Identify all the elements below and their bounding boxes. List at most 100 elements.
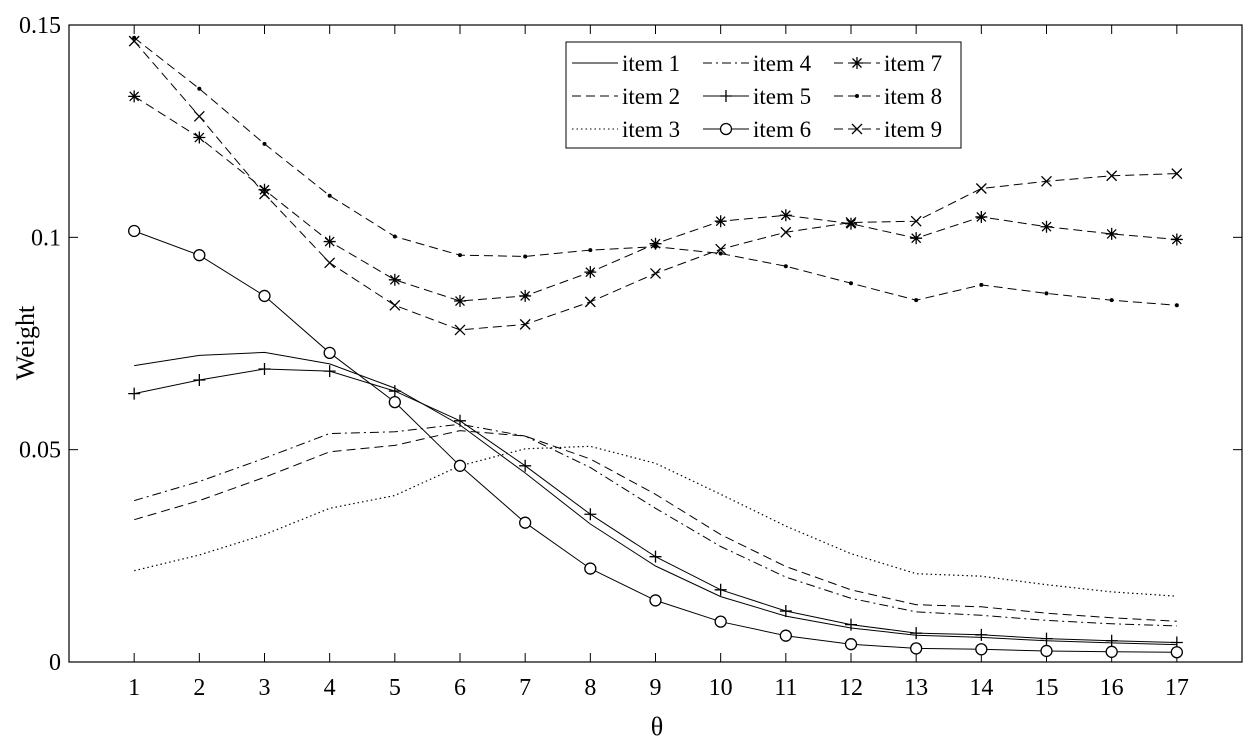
legend-label: item 6 bbox=[753, 117, 811, 142]
x-tick-label: 2 bbox=[193, 675, 205, 701]
marker-star bbox=[323, 235, 336, 248]
marker-star bbox=[779, 209, 792, 222]
x-tick-label: 5 bbox=[389, 675, 401, 701]
x-tick-label: 9 bbox=[650, 675, 662, 701]
series-9 bbox=[128, 35, 1183, 336]
marker-circle bbox=[910, 642, 923, 655]
y-tick-label: 0.05 bbox=[19, 438, 61, 464]
series-line bbox=[134, 445, 1177, 597]
legend-label: item 3 bbox=[622, 117, 680, 142]
marker-cross bbox=[389, 299, 401, 311]
marker-cross bbox=[910, 215, 922, 227]
x-tick-label: 1 bbox=[128, 675, 140, 701]
marker-circle bbox=[1040, 644, 1053, 658]
marker-star bbox=[193, 131, 206, 144]
marker-plus bbox=[519, 459, 532, 472]
marker-point bbox=[783, 264, 788, 269]
marker-cross bbox=[1171, 168, 1183, 180]
marker-point bbox=[132, 35, 137, 40]
marker-cross bbox=[519, 318, 531, 330]
marker-circle bbox=[519, 516, 532, 529]
y-tick-label: 0 bbox=[49, 650, 61, 676]
marker-point bbox=[653, 244, 658, 249]
marker-circle bbox=[193, 249, 206, 262]
marker-point bbox=[1044, 291, 1049, 296]
marker-point bbox=[392, 234, 397, 239]
marker-plus bbox=[714, 583, 727, 596]
marker-cross bbox=[259, 188, 270, 200]
marker-point bbox=[1174, 303, 1179, 308]
series-3 bbox=[134, 445, 1177, 597]
series-1 bbox=[134, 351, 1177, 646]
legend-label: item 2 bbox=[622, 84, 680, 109]
marker-point bbox=[458, 253, 462, 258]
marker-plus bbox=[649, 550, 662, 563]
marker-circle bbox=[1105, 645, 1118, 658]
series-6 bbox=[128, 224, 1183, 659]
marker-star bbox=[910, 232, 923, 245]
marker-plus bbox=[258, 362, 271, 375]
x-tick-label: 3 bbox=[259, 675, 271, 701]
marker-star bbox=[851, 57, 863, 69]
marker-point bbox=[849, 281, 853, 286]
legend-entry-2: item 2 bbox=[572, 84, 680, 109]
series-layer bbox=[128, 35, 1183, 659]
marker-circle bbox=[779, 629, 792, 642]
series-line bbox=[134, 351, 1177, 646]
x-tick-label: 13 bbox=[904, 675, 928, 701]
marker-plus bbox=[128, 387, 141, 400]
marker-point bbox=[718, 251, 723, 256]
series-7 bbox=[128, 90, 1183, 308]
marker-star bbox=[649, 237, 662, 250]
series-4 bbox=[134, 423, 1177, 627]
legend-label: item 5 bbox=[753, 84, 811, 109]
x-tick-label: 11 bbox=[774, 675, 797, 701]
x-tick-label: 14 bbox=[969, 675, 993, 701]
legend-label: item 9 bbox=[884, 117, 942, 142]
x-tick-label: 7 bbox=[519, 675, 531, 701]
marker-star bbox=[1105, 227, 1118, 240]
marker-star bbox=[258, 183, 271, 196]
marker-cross bbox=[780, 226, 792, 238]
marker-star bbox=[454, 295, 466, 308]
legend-label: item 4 bbox=[753, 51, 812, 76]
x-axis-label: θ bbox=[651, 712, 663, 741]
marker-plus bbox=[779, 605, 792, 618]
marker-star bbox=[714, 215, 727, 228]
legend-entry-9: item 9 bbox=[834, 117, 942, 142]
marker-circle bbox=[719, 122, 733, 136]
x-tick-label: 15 bbox=[1035, 675, 1059, 701]
marker-circle bbox=[453, 459, 467, 472]
marker-star bbox=[584, 266, 597, 279]
marker-plus bbox=[1040, 632, 1053, 645]
marker-cross bbox=[715, 243, 727, 255]
x-tick-label: 17 bbox=[1165, 675, 1189, 701]
marker-cross bbox=[193, 110, 205, 122]
marker-point bbox=[588, 248, 593, 253]
x-tick-label: 4 bbox=[324, 675, 336, 701]
marker-circle bbox=[128, 224, 141, 238]
marker-cross bbox=[324, 257, 336, 269]
series-line bbox=[134, 430, 1177, 622]
marker-star bbox=[388, 273, 401, 286]
marker-plus bbox=[388, 385, 401, 398]
marker-circle bbox=[388, 395, 401, 409]
legend-entry-5: item 5 bbox=[703, 84, 811, 109]
marker-cross bbox=[1106, 170, 1118, 182]
marker-point bbox=[197, 86, 202, 91]
legend-label: item 1 bbox=[622, 51, 680, 76]
series-5 bbox=[128, 362, 1183, 649]
marker-plus bbox=[910, 627, 923, 640]
marker-star bbox=[1040, 220, 1053, 233]
series-line bbox=[134, 423, 1177, 627]
legend-entry-6: item 6 bbox=[703, 117, 811, 142]
marker-circle bbox=[844, 638, 858, 651]
x-tick-label: 8 bbox=[584, 675, 596, 701]
legend-label: item 7 bbox=[884, 51, 942, 76]
marker-circle bbox=[975, 643, 988, 656]
marker-star bbox=[128, 90, 141, 103]
marker-point bbox=[1109, 298, 1114, 303]
marker-circle bbox=[258, 289, 271, 303]
